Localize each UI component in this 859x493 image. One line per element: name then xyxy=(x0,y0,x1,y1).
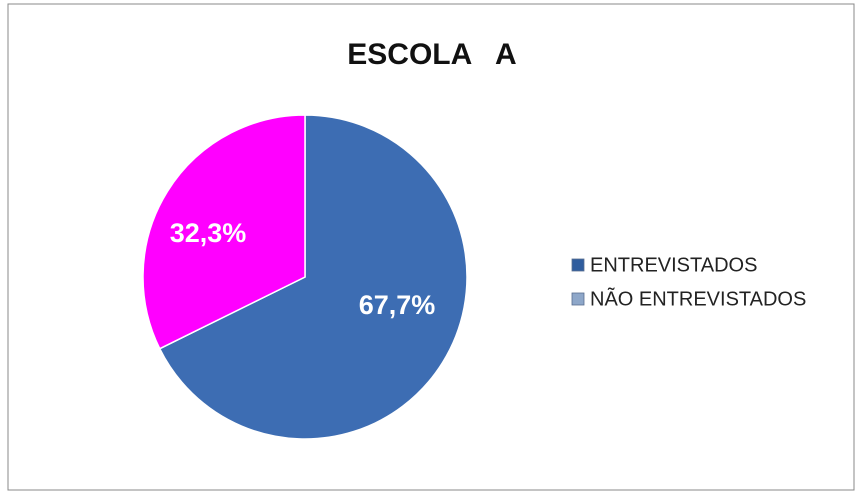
legend-marker xyxy=(571,258,585,272)
legend-marker xyxy=(571,292,585,306)
pie-slice xyxy=(158,114,468,440)
data-label: 67,7% xyxy=(359,290,436,320)
pie-slice xyxy=(142,114,306,350)
data-label: 32,3% xyxy=(170,218,247,248)
chart-title: ESCOLA A xyxy=(347,38,516,71)
legend-label: NÃO ENTREVISTADOS xyxy=(590,286,806,310)
legend-label: ENTREVISTADOS xyxy=(590,254,757,276)
